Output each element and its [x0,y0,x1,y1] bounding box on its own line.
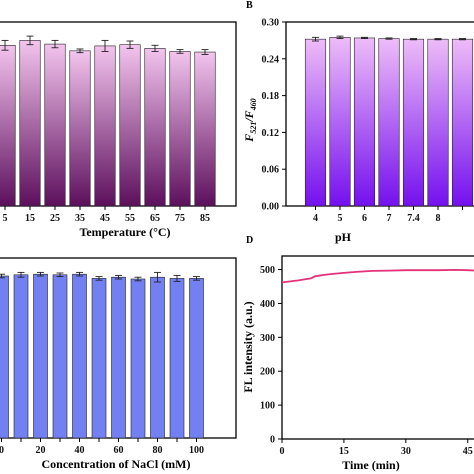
panel-b-y-tick-label: 0.24 [262,54,280,65]
panel-a-bar [194,51,216,207]
panel-b-bar [427,38,449,207]
panel-b-x-tick-label: 6 [362,213,367,224]
panel-d-y-tick-label: 100 [260,401,275,412]
panel-a-x-tick-label: 85 [200,213,210,224]
panel-d-y-axis-title: FL intensity (a.u.) [241,301,255,392]
panel-c-x-tick-label: 100 [189,445,204,456]
panel-b-x-tick-label: 7 [387,213,392,224]
panel-a-x-tick-label: 15 [25,213,35,224]
panel-c-bar-chart: 0 20 40 60 80 100 Concentration of NaCl (mM) [0,257,237,471]
panel-c-bar [0,275,9,439]
panel-b-y-tick-label: 0.30 [262,18,280,29]
panel-b-bar [378,38,400,207]
panel-d-y-tick-label: 500 [260,265,275,276]
panel-d-y-tick-label: 400 [260,299,275,310]
panel-a-x-tick-label: 65 [150,213,160,224]
panel-a-bar [19,40,41,207]
panel-b-letter: B [246,0,253,11]
panel-b-y-tick-label: 0.00 [262,202,280,213]
panel-d-x-tick-label: 30 [401,446,411,457]
panel-b-x-tick-label: 5 [338,213,343,224]
panel-c-bar [169,278,185,439]
panel-a-bar [169,51,191,207]
panel-c-bar [33,273,48,439]
panel-b-x-axis-title: pH [335,230,352,244]
panel-b-bar [304,38,327,207]
panel-b-bar [451,38,474,207]
panel-b-x-tick-label: 8 [436,213,441,224]
panel-b-y-tick-label: 0.18 [262,91,280,102]
panel-c-bar [72,273,87,439]
panel-a-bar [69,50,91,207]
panel-a-bar [144,48,166,207]
panel-b-bar [402,38,425,207]
panel-d-letter: D [246,235,253,246]
panel-c-x-tick-label: 20 [36,445,46,456]
panel-d-series-line [281,268,474,284]
panel-a-x-axis-title: Temperature (°C) [79,225,170,239]
panel-a-bar [119,44,141,207]
panel-b-y-tick-label: 0.12 [262,128,280,139]
panel-d-x-tick-label: 45 [463,446,473,457]
panel-b-y-axis-title: F521/F460 [242,98,258,142]
panel-a-frame [0,21,237,207]
panel-a-bar [0,45,16,207]
panel-a-x-tick-label: 25 [50,213,60,224]
panel-a-x-tick-label: 5 [3,213,8,224]
panel-c-x-tick-label: 0 [0,445,4,456]
panel-d-x-tick-label: 0 [280,446,285,457]
panel-b-bar-chart: B 0.00 0.06 0.12 0.18 0.24 0.30 4 5 6 7 7.4 8 pH F… [242,0,474,244]
panel-b-x-tick-label: 4 [313,213,318,224]
panel-a-bar-chart: 5 15 25 35 45 55 65 75 85 Temperature (°C) [0,21,237,239]
panel-c-bar [13,274,29,439]
panel-a-x-tick-label: 55 [125,213,135,224]
panel-b-y-tick-label: 0.06 [262,165,280,176]
panel-c-bar [150,276,165,439]
panel-c-bar [189,278,204,439]
panel-d-y-tick-label: 300 [260,333,275,344]
panel-a-bar [44,43,66,207]
panel-c-x-tick-label: 80 [153,445,163,456]
panel-b-bar [353,37,376,207]
panel-c-x-tick-label: 40 [75,445,85,456]
panel-c-x-tick-label: 60 [114,445,124,456]
panel-d-y-tick-label: 0 [270,435,275,446]
panel-a-x-tick-label: 75 [175,213,185,224]
panel-c-bar [52,274,68,439]
panel-a-bar [94,45,116,207]
panel-d-x-tick-label: 15 [339,446,349,457]
panel-a-x-tick-label: 45 [100,213,110,224]
panel-d-line-chart: D 0 100 200 300 400 500 0 15 30 45 Time (min) FL… [241,235,474,472]
panel-b-bar [329,37,351,207]
panel-c-bar [91,278,107,439]
panel-d-x-axis-title: Time (min) [342,458,399,472]
panel-a-x-tick-label: 35 [75,213,85,224]
panel-c-bar [111,276,126,439]
panel-c-bar [130,278,146,439]
panel-d-frame [281,255,474,440]
panel-c-x-axis-title: Concentration of NaCl (mM) [42,457,191,471]
panel-b-x-tick-label: 7.4 [407,213,420,224]
panel-d-y-tick-label: 200 [260,367,275,378]
